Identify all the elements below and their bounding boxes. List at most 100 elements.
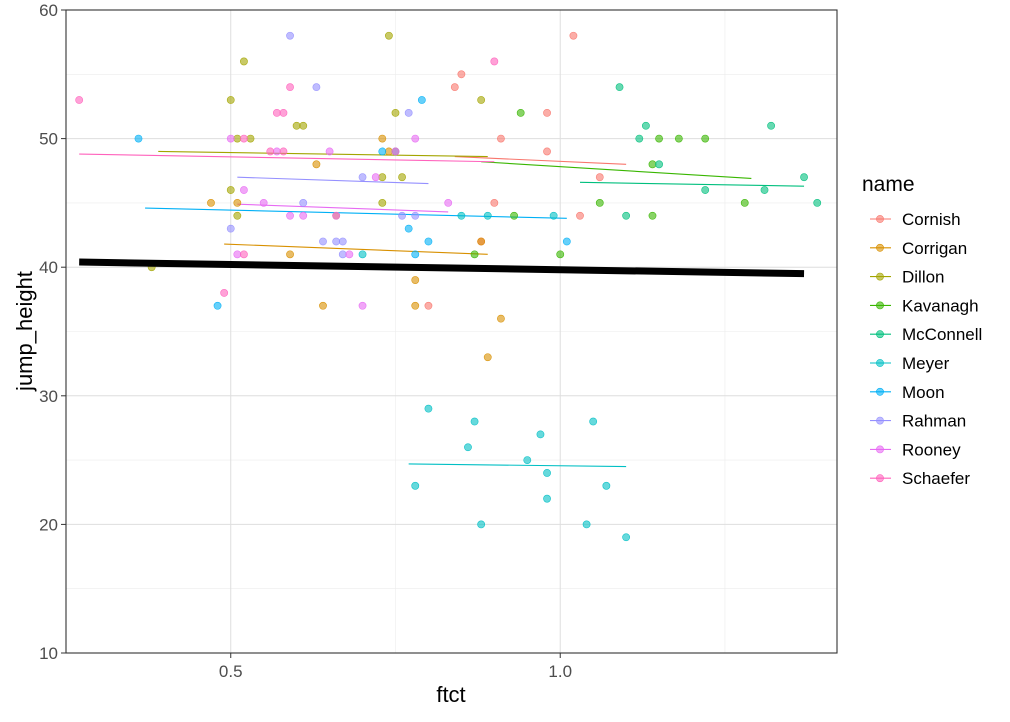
trend-line-rahman [237, 176, 429, 185]
point-rooney [272, 147, 281, 156]
point-rooney [240, 186, 248, 194]
x-tick-label: 0.5 [219, 662, 243, 681]
point-dillon [299, 121, 308, 130]
point-schaefer [286, 83, 294, 92]
point-kavanagh [510, 211, 519, 220]
point-dillon [240, 57, 248, 66]
point-rooney [259, 198, 268, 207]
legend-title: name [862, 173, 915, 196]
point-dillon [226, 186, 235, 194]
point-corrigan [483, 353, 492, 362]
point-corrigan [233, 198, 242, 207]
point-moon [562, 237, 571, 246]
point-rahman [338, 237, 347, 246]
trend-lines [79, 150, 805, 468]
legend: name Cornish Corrigan Dillon Kavanagh McConn… [862, 173, 982, 488]
point-corrigan [497, 314, 505, 323]
point-meyer [464, 443, 472, 452]
point-dillon [292, 121, 301, 130]
point-dillon [378, 173, 387, 182]
overall-trend-line [79, 258, 805, 278]
point-mcconnell [655, 160, 663, 169]
trend-line-schaefer [79, 153, 495, 163]
point-mcconnell [701, 186, 710, 194]
point-mcconnell [641, 121, 650, 130]
point-moon [411, 250, 420, 259]
point-cornish [543, 108, 551, 117]
point-rahman [398, 211, 406, 220]
trend-line-dillon [158, 150, 488, 158]
point-dillon [477, 96, 486, 104]
point-meyer [582, 520, 591, 529]
point-kavanagh [648, 160, 657, 169]
point-cornish [497, 134, 505, 143]
point-dillon [233, 134, 242, 143]
legend-label-schaefer: Schaefer [902, 469, 970, 488]
legend-label-cornish: Cornish [902, 210, 961, 229]
legend-key-point [876, 387, 884, 396]
legend-label-meyer: Meyer [902, 354, 950, 373]
point-meyer [589, 417, 598, 426]
legend-key-point [876, 359, 884, 367]
point-meyer [543, 494, 551, 503]
point-corrigan [411, 276, 420, 284]
point-mcconnell [760, 186, 769, 194]
point-rahman [358, 173, 367, 182]
point-mcconnell [800, 173, 808, 182]
point-corrigan [477, 237, 486, 246]
point-rahman [286, 31, 294, 40]
legend-key-point [876, 474, 884, 483]
plot-border [65, 9, 838, 654]
legend-label-corrigan: Corrigan [902, 239, 967, 258]
point-moon [404, 224, 413, 233]
y-axis-label: jump_height [12, 271, 37, 392]
point-rooney [345, 250, 354, 259]
point-rooney [444, 198, 453, 207]
point-kavanagh [470, 250, 479, 259]
legend-label-dillon: Dillon [902, 268, 945, 287]
point-schaefer [490, 57, 499, 66]
legend-label-rooney: Rooney [902, 440, 961, 459]
point-kavanagh [556, 250, 565, 259]
point-rooney [226, 134, 235, 143]
point-moon [417, 96, 426, 104]
point-kavanagh [740, 198, 749, 207]
point-kavanagh [595, 198, 604, 207]
point-rahman [338, 250, 347, 259]
point-corrigan [411, 301, 420, 310]
point-schaefer [279, 108, 288, 117]
trend-line-meyer [408, 463, 627, 468]
legend-key-point [876, 243, 884, 252]
point-kavanagh [655, 134, 663, 143]
point-rooney [411, 134, 420, 143]
trend-line-corrigan [224, 243, 488, 255]
legend-key-point [876, 330, 884, 339]
point-moon [378, 147, 387, 156]
point-dillon [226, 96, 235, 104]
y-tick-label: 20 [39, 515, 58, 534]
point-rahman [404, 108, 413, 117]
point-dillon [398, 173, 406, 182]
point-schaefer [266, 147, 275, 156]
axes: 0.5 1.0 10 20 30 40 50 60 [39, 1, 572, 681]
point-schaefer [75, 96, 84, 104]
y-tick-label: 50 [39, 130, 58, 149]
point-meyer [602, 481, 611, 490]
point-rahman [332, 237, 341, 246]
point-mcconnell [615, 83, 624, 92]
point-meyer [543, 469, 551, 477]
point-rooney [286, 211, 294, 220]
point-meyer [424, 404, 433, 413]
point-corrigan [207, 198, 215, 207]
trend-line-mcconnell [579, 181, 805, 187]
point-rooney [299, 211, 308, 220]
y-tick-label: 40 [39, 258, 58, 277]
point-schaefer [391, 147, 400, 156]
y-tick-label: 30 [39, 387, 58, 406]
point-moon [424, 237, 433, 246]
point-cornish [543, 147, 551, 156]
point-mcconnell [635, 134, 644, 143]
point-meyer [477, 520, 486, 529]
point-rahman [299, 198, 308, 207]
point-schaefer [272, 108, 281, 117]
